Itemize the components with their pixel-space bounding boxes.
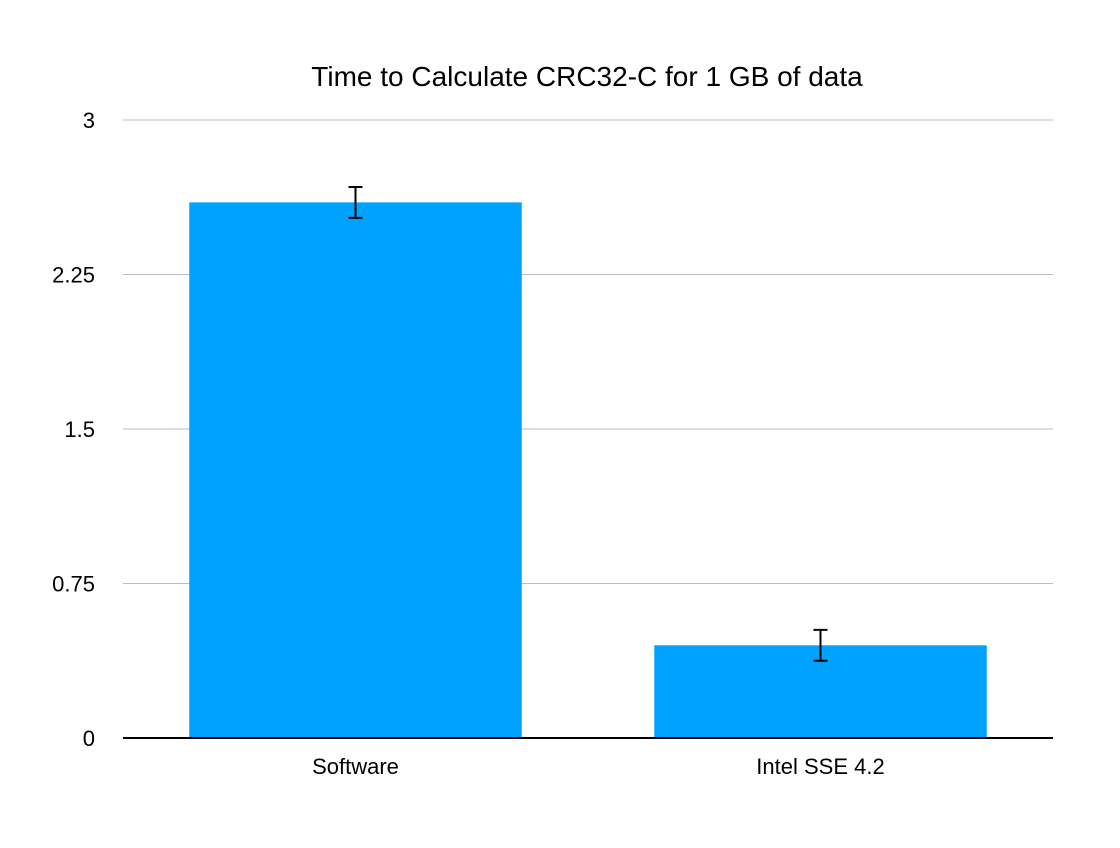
x-axis-category-labels: Software Intel SSE 4.2 (312, 754, 885, 779)
error-bars (348, 185, 828, 662)
error-bar (348, 185, 363, 219)
bars (189, 202, 987, 738)
y-tick-label: 0 (83, 726, 95, 751)
x-category-label: Software (312, 754, 399, 779)
y-tick-label: 1.5 (64, 417, 95, 442)
y-tick-label: 0.75 (52, 572, 95, 597)
chart-title: Time to Calculate CRC32-C for 1 GB of da… (311, 61, 863, 92)
x-category-label: Intel SSE 4.2 (756, 754, 884, 779)
bar-software (189, 202, 522, 738)
y-tick-label: 2.25 (52, 263, 95, 288)
y-axis-tick-labels: 0 0.75 1.5 2.25 3 (52, 108, 95, 751)
y-tick-label: 3 (83, 108, 95, 133)
error-bar (813, 628, 828, 662)
